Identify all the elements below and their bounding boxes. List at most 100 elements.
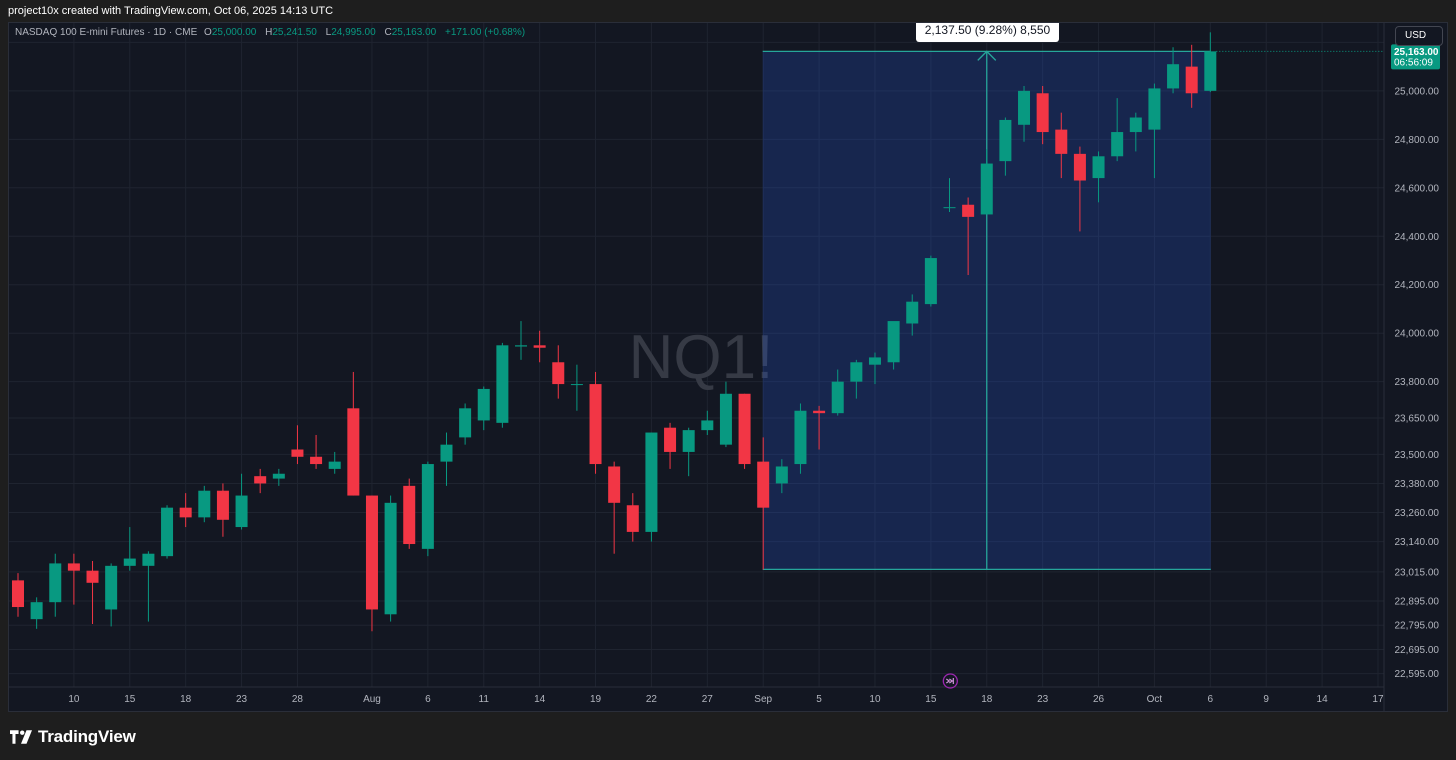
time-tick-label: 5	[816, 694, 822, 705]
price-tick-label: 22,795.00	[1395, 621, 1440, 632]
high-label: H	[265, 27, 273, 38]
price-tick-label: 23,140.00	[1395, 537, 1440, 548]
price-range-measure[interactable]	[762, 50, 1211, 570]
candle-body	[664, 427, 677, 452]
candle-body	[515, 345, 528, 347]
candle	[216, 483, 229, 537]
candle	[719, 381, 732, 448]
price-tick-label: 23,380.00	[1395, 479, 1440, 490]
candle-body	[1111, 132, 1124, 157]
candle	[1204, 32, 1217, 93]
candle-body	[552, 362, 565, 385]
candle	[1018, 86, 1031, 142]
candle-body	[570, 384, 583, 386]
candle-body	[1167, 64, 1180, 89]
candle	[813, 405, 826, 450]
candle	[1185, 44, 1198, 108]
time-tick-label: Oct	[1147, 694, 1163, 705]
time-tick-label: 18	[981, 694, 993, 705]
candle-body	[384, 502, 397, 615]
candle-body	[310, 456, 323, 465]
price-tick-label: 24,400.00	[1395, 232, 1440, 243]
brand-name: TradingView	[38, 727, 136, 746]
candle-body	[850, 362, 863, 382]
candle	[645, 432, 658, 542]
open-label: O	[204, 27, 212, 38]
candle	[142, 551, 155, 622]
measure-label: 2,137.50 (9.28%) 8,550	[915, 23, 1060, 43]
close-label: C	[384, 27, 392, 38]
time-tick-label: 6	[1208, 694, 1214, 705]
candle	[496, 342, 509, 428]
candle-body	[775, 466, 788, 484]
candle-body	[49, 563, 62, 603]
candle	[682, 427, 695, 477]
candle	[235, 473, 248, 530]
candle	[831, 369, 844, 416]
time-tick-label: 14	[534, 694, 546, 705]
close-value: 25,163.00	[391, 27, 437, 38]
measure-arrow-icon	[977, 50, 997, 61]
candle-body	[924, 258, 937, 305]
chart-pane[interactable]: NQ1! 25,200.0025,000.0024,800.0024,600.0…	[8, 22, 1448, 712]
candle-body	[440, 444, 453, 462]
candle-body	[67, 563, 80, 571]
candle-body	[738, 393, 751, 465]
candle	[67, 553, 80, 605]
candle-body	[794, 410, 807, 465]
candlestick-chart[interactable]: NQ1! 25,200.0025,000.0024,800.0024,600.0…	[9, 23, 1447, 711]
candle-body	[589, 384, 602, 465]
symbol-legend[interactable]: NASDAQ 100 E-mini Futures · 1D · CME O 25…	[15, 27, 531, 38]
time-tick-label: 17	[1372, 694, 1384, 705]
go-to-realtime-icon[interactable]	[942, 673, 958, 689]
candle	[105, 563, 118, 627]
candle	[1167, 47, 1180, 94]
candle	[477, 386, 490, 431]
low-value: 24,995.00	[331, 27, 376, 38]
candle	[49, 553, 62, 617]
symbol-title[interactable]: NASDAQ 100 E-mini Futures · 1D · CME	[15, 27, 198, 38]
candle-body	[142, 553, 155, 566]
time-tick-label: 23	[236, 694, 248, 705]
candle	[86, 560, 99, 624]
time-tick-label: Aug	[363, 694, 381, 705]
candle-body	[254, 476, 267, 484]
price-tick-label: 22,595.00	[1395, 669, 1440, 680]
candle	[1055, 112, 1068, 179]
price-tick-label: 25,000.00	[1395, 86, 1440, 97]
candle	[1129, 112, 1142, 152]
price-tick-label: 22,895.00	[1395, 596, 1440, 607]
candle-body	[831, 381, 844, 414]
candle	[589, 371, 602, 474]
candle	[515, 321, 528, 360]
candle	[664, 422, 677, 469]
candle-body	[906, 301, 919, 324]
candle	[850, 359, 863, 399]
candle	[943, 178, 956, 213]
time-axis[interactable]: 10 15 18 23 28 Aug 6 11 14 19 22 27 Sep 5 10 15 18 23 26 Oc…	[9, 686, 1384, 705]
candle	[30, 597, 43, 629]
candle	[440, 432, 453, 486]
candle	[962, 197, 975, 276]
candle-body	[1148, 88, 1161, 130]
candle-body	[943, 207, 956, 209]
bar-countdown: 06:56:09	[1394, 57, 1433, 68]
candle	[459, 403, 472, 445]
candle	[868, 352, 881, 385]
tradingview-brand[interactable]: TradingView	[10, 727, 136, 747]
candle	[1111, 98, 1124, 162]
candle	[421, 461, 434, 557]
candle-body	[105, 565, 118, 610]
candle	[1148, 83, 1161, 179]
time-tick-label: 27	[702, 694, 714, 705]
currency-button[interactable]: USD	[1395, 26, 1443, 46]
candle-body	[1036, 93, 1049, 133]
time-tick-label: 28	[292, 694, 304, 705]
candle	[738, 393, 751, 469]
price-axis[interactable]: 25,200.0025,000.0024,800.0024,600.0024,4…	[1383, 23, 1440, 711]
candle-body	[701, 420, 714, 431]
candle	[794, 403, 807, 474]
time-tick-label: 6	[425, 694, 431, 705]
candle	[626, 493, 639, 542]
candle	[980, 149, 993, 215]
